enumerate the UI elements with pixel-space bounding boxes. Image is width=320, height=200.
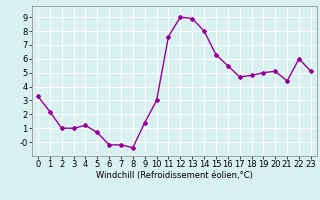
X-axis label: Windchill (Refroidissement éolien,°C): Windchill (Refroidissement éolien,°C) [96,171,253,180]
